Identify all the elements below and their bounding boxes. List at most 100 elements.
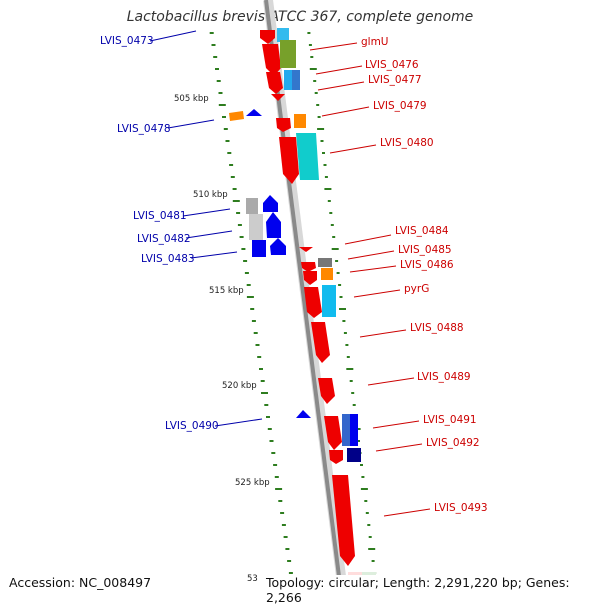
gene-arrow[interactable]	[266, 72, 283, 94]
gc-tick	[285, 548, 290, 550]
gene-arrow-LVIS-0491[interactable]	[324, 416, 342, 450]
gene-block-LVIS-0492[interactable]	[347, 448, 361, 462]
gc-tick	[236, 212, 241, 214]
gene-block-LVIS-0485[interactable]	[318, 258, 332, 267]
gc-tick	[336, 272, 340, 274]
gc-tick	[327, 200, 331, 202]
gc-tick	[241, 248, 246, 250]
gc-tick	[218, 104, 226, 106]
gene-label-left[interactable]: LVIS_0481	[133, 210, 187, 222]
gene-block-LVIS-0478[interactable]	[229, 111, 244, 121]
gene-label-right[interactable]: LVIS_0477	[368, 74, 422, 86]
gc-tick	[246, 296, 254, 298]
gene-label-right[interactable]: LVIS_0492	[426, 437, 480, 449]
gene-label-right[interactable]: LVIS_0491	[423, 414, 477, 426]
gene-arrow[interactable]	[263, 195, 278, 212]
gene-label-right[interactable]: pyrG	[404, 283, 429, 295]
gene-arrow[interactable]	[271, 94, 285, 101]
gc-tick	[360, 464, 363, 466]
gc-tick	[317, 116, 321, 118]
gc-tick	[243, 260, 248, 262]
gene-arrow[interactable]	[303, 271, 317, 285]
gc-tick	[215, 68, 219, 70]
gc-tick	[364, 500, 368, 502]
gene-label-right[interactable]: LVIS_0493	[434, 502, 488, 514]
gene-label-right[interactable]: LVIS_0489	[417, 371, 471, 383]
gc-tick	[255, 344, 260, 346]
gene-block-pyrG[interactable]	[322, 285, 336, 317]
gene-arrow[interactable]	[266, 212, 281, 238]
gc-tick	[365, 512, 369, 514]
leader-line	[375, 443, 423, 452]
gene-arrow-pyrG[interactable]	[304, 287, 322, 318]
gene-arrow-LVIS-0489[interactable]	[318, 378, 335, 404]
gene-block-LVIS-0491[interactable]	[342, 414, 350, 446]
gc-tick	[371, 560, 375, 562]
gc-tick	[266, 416, 270, 418]
tick-label: 520 kbp	[222, 381, 257, 391]
gc-tick	[339, 308, 346, 310]
gc-tick	[308, 44, 312, 46]
gc-tick	[253, 332, 258, 334]
gc-tick	[367, 524, 371, 526]
gene-block[interactable]	[294, 114, 306, 128]
gc-tick	[232, 200, 240, 202]
gene-arrow[interactable]	[260, 30, 275, 44]
gene-arrow-LVIS-0493[interactable]	[332, 475, 355, 566]
ticks: 505 kbp 510 kbp 515 kbp 520 kbp 525 kbp …	[174, 94, 270, 584]
gc-tick	[211, 44, 216, 46]
gene-label-right[interactable]: glmU	[361, 36, 389, 48]
gene-block[interactable]	[350, 414, 358, 446]
gene-label-left[interactable]: LVIS_0478	[117, 123, 171, 135]
gene-arrow-LVIS-0480[interactable]	[279, 137, 299, 184]
gene-label-left[interactable]: LVIS_0490	[165, 420, 219, 432]
gene-label-left[interactable]: LVIS_0483	[141, 253, 195, 265]
gene-block-LVIS-0481[interactable]	[246, 198, 258, 214]
gc-tick	[349, 380, 353, 382]
gc-tick	[239, 236, 244, 238]
gene-label-left[interactable]: LVIS_0482	[137, 233, 191, 245]
gene-arrow-LVIS-0478[interactable]	[246, 109, 262, 116]
gc-tick	[338, 284, 342, 286]
gene-label-left[interactable]: LVIS_0473	[100, 35, 154, 47]
gene-block-LVIS-0483[interactable]	[252, 240, 266, 257]
gene-label-right[interactable]: LVIS_0485	[398, 244, 452, 256]
gene-label-right[interactable]: LVIS_0488	[410, 322, 464, 334]
gene-block[interactable]	[277, 28, 289, 42]
gene-block-LVIS-0482[interactable]	[249, 214, 263, 240]
gene-arrow-LVIS-0484[interactable]	[299, 247, 313, 252]
gc-tick	[237, 224, 242, 226]
gc-tick	[335, 260, 339, 262]
gc-tick	[274, 476, 279, 478]
gene-label-right[interactable]: LVIS_0476	[365, 59, 419, 71]
gene-block-glmU[interactable]	[280, 40, 296, 68]
gene-block[interactable]	[292, 70, 300, 90]
gene-label-right[interactable]: LVIS_0484	[395, 225, 449, 237]
gene-block-LVIS-0486[interactable]	[321, 268, 333, 280]
leader-line	[353, 289, 401, 298]
gc-tick	[316, 104, 320, 106]
leader-line	[182, 208, 231, 217]
gene-label-right[interactable]: LVIS_0479	[373, 100, 427, 112]
left-labels: LVIS_0473 LVIS_0478 LVIS_0481 LVIS_0482 …	[100, 30, 263, 432]
gc-tick	[281, 524, 286, 526]
gene-arrow-LVIS-0490[interactable]	[296, 410, 311, 418]
gc-track-left	[209, 32, 297, 598]
gene-label-right[interactable]: LVIS_0480	[380, 137, 434, 149]
gene-arrow[interactable]	[262, 44, 281, 76]
gene-arrow[interactable]	[276, 118, 291, 132]
leader-line	[214, 418, 263, 427]
gene-arrow-LVIS-0488[interactable]	[311, 322, 330, 363]
gc-tick	[351, 392, 355, 394]
gene-arrow-LVIS-0492[interactable]	[329, 450, 343, 464]
gene-block[interactable]	[284, 70, 292, 90]
gc-tick	[251, 320, 256, 322]
gene-block-LVIS-0480[interactable]	[296, 133, 319, 180]
gc-tick	[287, 560, 292, 562]
gene-arrow[interactable]	[270, 238, 286, 255]
gc-tick	[227, 152, 232, 154]
gc-tick	[361, 476, 365, 478]
gene-label-right[interactable]: LVIS_0486	[400, 259, 454, 271]
gene-arrow[interactable]	[301, 262, 316, 272]
gc-tick	[257, 356, 262, 358]
